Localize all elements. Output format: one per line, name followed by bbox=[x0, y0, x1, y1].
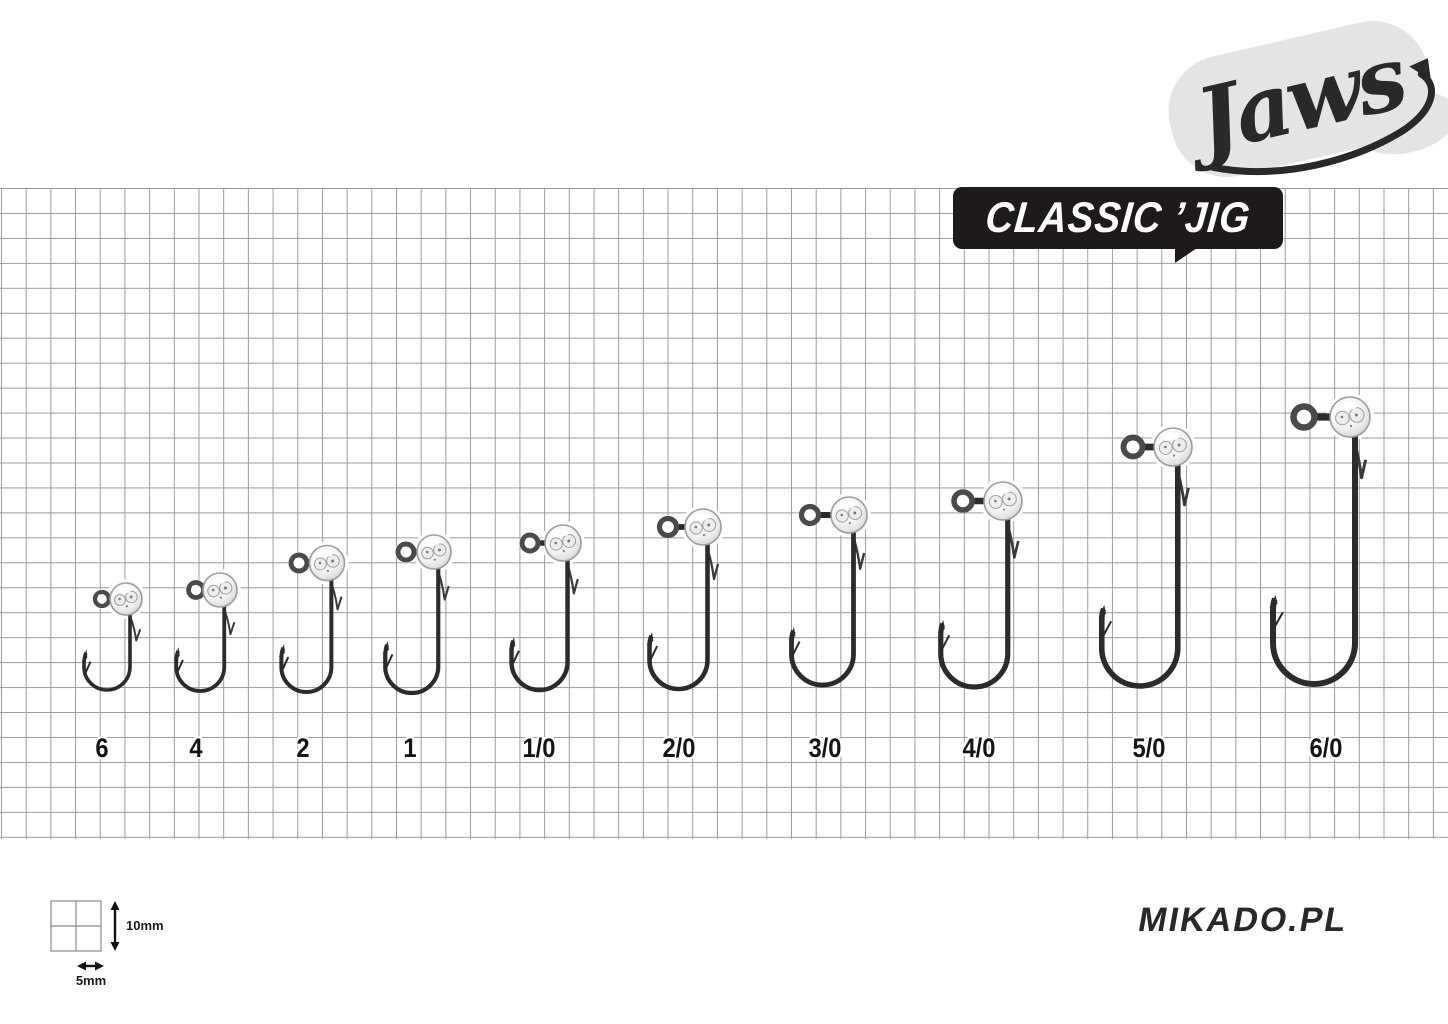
horizontal-dimension-arrow bbox=[77, 961, 104, 971]
vertical-dimension-arrow bbox=[110, 901, 120, 951]
legend-vertical-label: 10mm bbox=[126, 918, 164, 933]
hook-wire bbox=[938, 501, 1011, 690]
hook-barb bbox=[385, 654, 394, 669]
hook-wire bbox=[1098, 447, 1181, 689]
hook-point bbox=[81, 649, 88, 662]
legend-horizontal-label: 5mm bbox=[75, 973, 107, 988]
hook-eyelet bbox=[798, 503, 822, 527]
jig-hook-4/0 bbox=[937, 478, 1026, 690]
jig-hook-2/0 bbox=[646, 505, 725, 692]
hook-point bbox=[1098, 605, 1107, 618]
hook-eyelet bbox=[951, 489, 975, 513]
hook-barb bbox=[511, 650, 520, 665]
jig-hook-5/0 bbox=[1098, 424, 1196, 689]
hook-point bbox=[646, 632, 654, 645]
hook-barb bbox=[176, 659, 184, 673]
hook-wire bbox=[509, 543, 570, 693]
graph-paper-grid bbox=[0, 188, 1448, 839]
hook-point bbox=[788, 627, 796, 640]
jig-hook-3/0 bbox=[788, 493, 871, 688]
hook-wire bbox=[1270, 417, 1358, 687]
scale-legend bbox=[50, 900, 120, 971]
hook-wire bbox=[383, 552, 441, 696]
hook-eyelet bbox=[92, 589, 112, 609]
jaws-logo-swoosh bbox=[1209, 70, 1435, 175]
hook-eyelet bbox=[186, 580, 206, 600]
classic-jig-badge: CLASSIC ’JIG bbox=[953, 187, 1283, 263]
hook-barb bbox=[281, 656, 290, 671]
hook-point bbox=[382, 641, 389, 654]
hook-barb bbox=[649, 645, 659, 661]
jaws-logo-text: Jaws bbox=[1173, 24, 1415, 176]
hook-eyelet bbox=[656, 515, 680, 539]
classic-jig-title: CLASSIC ’JIG bbox=[983, 193, 1253, 242]
hook-barb bbox=[84, 661, 92, 675]
hook-eyelet bbox=[519, 532, 541, 554]
hook-point bbox=[937, 620, 945, 633]
jig-hook-4 bbox=[173, 569, 241, 693]
hook-eyelet bbox=[288, 552, 310, 574]
mikado-website-logo: MIKADO.PL bbox=[1135, 901, 1351, 939]
jig-hook-1/0 bbox=[508, 521, 585, 693]
jig-hook-2 bbox=[278, 541, 349, 694]
jaws-logo-hook-point bbox=[1409, 58, 1431, 81]
hook-eyelet bbox=[1120, 434, 1146, 460]
hook-barb bbox=[1101, 620, 1113, 638]
hook-eyelet bbox=[1290, 403, 1318, 431]
hook-point bbox=[508, 637, 516, 650]
hook-wire bbox=[789, 515, 856, 688]
hook-point bbox=[1269, 595, 1278, 608]
hook-point bbox=[278, 644, 285, 657]
jaws-logo: Jaws bbox=[1168, 21, 1448, 177]
jig-hook-6/0 bbox=[1269, 393, 1374, 687]
jig-hook-6 bbox=[81, 579, 146, 692]
hook-point bbox=[173, 647, 180, 660]
hook-wire bbox=[647, 527, 710, 692]
hook-eyelet bbox=[395, 541, 417, 563]
hooks-layer bbox=[81, 393, 1374, 696]
hook-barb bbox=[791, 641, 801, 657]
hook-barb bbox=[1273, 611, 1284, 629]
jig-hook-1 bbox=[382, 531, 455, 696]
hook-barb bbox=[940, 634, 951, 651]
